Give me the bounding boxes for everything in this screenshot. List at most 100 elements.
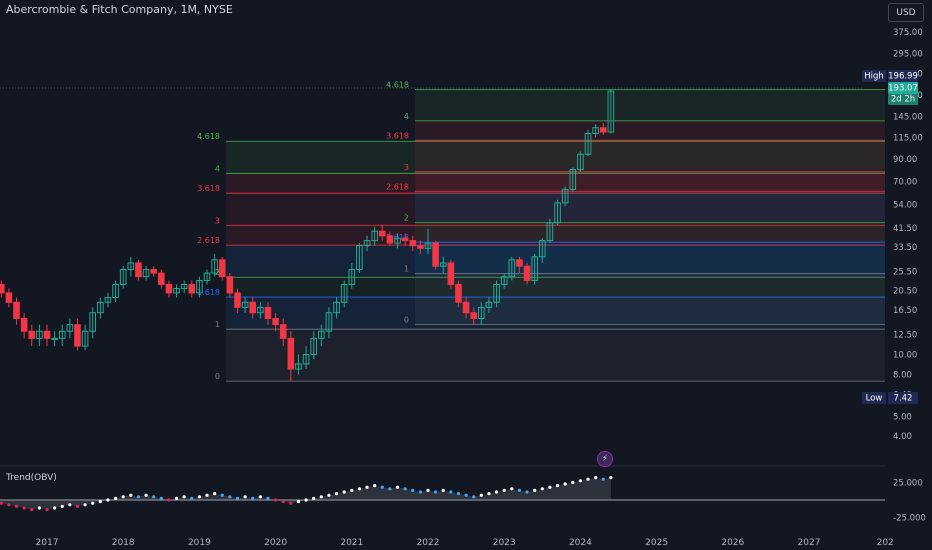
high-label-badge-text: High bbox=[864, 72, 884, 82]
candle-up bbox=[363, 240, 371, 247]
obv-point bbox=[494, 490, 499, 494]
candlestick-series bbox=[0, 89, 615, 382]
candle-up bbox=[203, 272, 211, 281]
candle-down bbox=[264, 306, 272, 320]
fib-level-label: 0 bbox=[404, 316, 409, 325]
fib-level-label: 4 bbox=[215, 164, 220, 173]
candle-down bbox=[20, 318, 28, 332]
obv-point bbox=[357, 487, 362, 491]
candle-up bbox=[241, 301, 249, 308]
obv-point bbox=[106, 498, 110, 502]
fib-level-label: 3.618 bbox=[386, 131, 409, 140]
obv-point bbox=[365, 485, 369, 489]
fib-level-label: 4.618 bbox=[197, 132, 220, 141]
obv-point bbox=[395, 485, 400, 489]
lightning-icon[interactable]: ⚡ bbox=[597, 451, 613, 467]
price-tick: 145.00 bbox=[893, 113, 923, 123]
fib-zone bbox=[226, 173, 885, 194]
obv-point bbox=[228, 495, 232, 499]
fib-zone bbox=[415, 191, 885, 223]
fib-zone bbox=[415, 89, 885, 121]
fibonacci-extensions: 4.618 4 3.618 3 2.618 2 1.618 1 0 4.618 4 3.618 3 2.6… bbox=[197, 80, 885, 382]
last-price-badge-text: 193.07 bbox=[888, 84, 918, 94]
obv-point bbox=[144, 493, 148, 497]
obv-point bbox=[243, 495, 247, 499]
indicator-tick: -25.000 bbox=[893, 514, 926, 524]
obv-point bbox=[68, 503, 72, 507]
candle-down bbox=[0, 283, 5, 294]
obv-point bbox=[60, 504, 64, 508]
obv-point bbox=[37, 506, 41, 510]
obv-point bbox=[274, 498, 278, 502]
time-tick: 202 bbox=[877, 538, 894, 548]
fib-level-label: 1 bbox=[215, 320, 220, 329]
low-label-badge-text: Low bbox=[866, 394, 883, 404]
candle-up bbox=[211, 259, 218, 274]
candle-up bbox=[97, 301, 104, 314]
time-tick: 2024 bbox=[569, 538, 592, 548]
obv-point bbox=[45, 508, 49, 512]
fib-zone bbox=[226, 277, 885, 298]
obv-point bbox=[594, 476, 598, 480]
candle-up bbox=[310, 337, 317, 356]
obv-point bbox=[464, 493, 468, 497]
obv-point bbox=[555, 484, 560, 488]
countdown-badge-text: 2d 2h bbox=[891, 95, 915, 105]
candle-down bbox=[249, 301, 257, 314]
candle-up bbox=[531, 256, 538, 281]
candle-up bbox=[196, 279, 203, 294]
time-tick: 2026 bbox=[721, 538, 744, 548]
candle-up bbox=[508, 259, 516, 278]
fib-zone bbox=[415, 120, 885, 141]
obv-point bbox=[456, 492, 461, 496]
time-tick: 2020 bbox=[264, 538, 287, 548]
candle-up bbox=[302, 354, 310, 365]
chart-title: Abercrombie & Fitch Company, 1M, NYSE bbox=[6, 3, 233, 16]
obv-point bbox=[411, 488, 415, 492]
time-axis[interactable]: 2017 2018 2019 2020 2021 2022 2023 2024 2025 2026… bbox=[36, 538, 894, 548]
candle-up bbox=[257, 306, 264, 314]
obv-point bbox=[289, 501, 293, 505]
price-tick: 295.00 bbox=[893, 49, 923, 59]
low-label-badge bbox=[862, 392, 886, 404]
candle-up bbox=[333, 301, 340, 314]
fib-level-label: 4 bbox=[404, 112, 409, 121]
candle-up bbox=[58, 330, 66, 339]
obv-point bbox=[159, 496, 163, 500]
high-label-badge bbox=[862, 70, 886, 82]
time-tick: 2017 bbox=[36, 538, 59, 548]
obv-point bbox=[30, 508, 34, 512]
obv-point bbox=[98, 500, 102, 504]
fib-level-label: 0 bbox=[215, 372, 220, 381]
time-tick: 2027 bbox=[798, 538, 821, 548]
price-tick: 8.00 bbox=[893, 370, 912, 380]
obv-point bbox=[380, 485, 384, 489]
candle-up bbox=[554, 202, 561, 224]
candle-up bbox=[485, 301, 493, 308]
candle-down bbox=[13, 301, 20, 320]
obv-point bbox=[167, 498, 171, 502]
obv-point bbox=[540, 487, 544, 491]
candle-down bbox=[218, 259, 226, 278]
obv-point bbox=[235, 496, 240, 500]
obv-point bbox=[342, 490, 346, 494]
candle-up bbox=[104, 296, 112, 303]
obv-point bbox=[0, 501, 3, 505]
candle-up bbox=[119, 269, 127, 285]
indicator-label[interactable]: Trend(OBV) bbox=[6, 473, 57, 483]
price-tick: 90.00 bbox=[893, 155, 917, 165]
obv-point bbox=[601, 477, 605, 481]
obv-point bbox=[441, 488, 445, 492]
obv-point bbox=[426, 488, 430, 492]
candle-up bbox=[36, 330, 43, 339]
obv-point bbox=[510, 487, 514, 491]
fib-level-label: 3 bbox=[215, 216, 220, 225]
candle-up bbox=[592, 127, 599, 134]
fib-level-label: 2.618 bbox=[197, 236, 220, 245]
obv-point bbox=[190, 496, 194, 500]
time-tick: 2021 bbox=[340, 538, 363, 548]
candle-up bbox=[439, 262, 447, 267]
obv-point bbox=[517, 488, 522, 492]
currency-button[interactable]: USD bbox=[888, 3, 924, 22]
